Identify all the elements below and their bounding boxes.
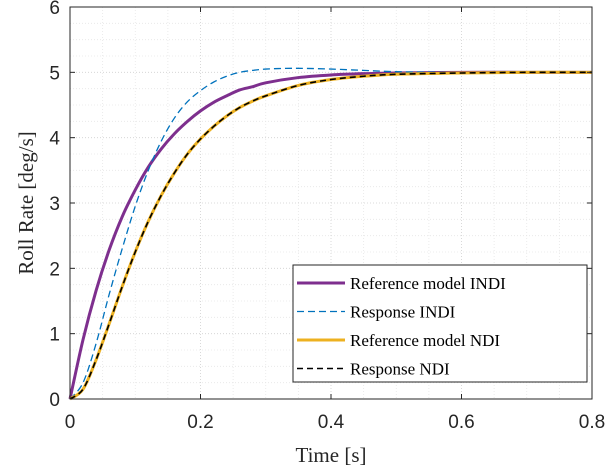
legend-label-4: Response NDI — [350, 360, 450, 379]
tick-marks — [69, 6, 593, 400]
y-tick-label: 5 — [49, 63, 60, 84]
y-axis-label: Roll Rate [deg/s] — [14, 131, 38, 274]
legend-label-2: Response INDI — [350, 303, 456, 322]
legend-label-1: Reference model INDI — [350, 274, 506, 293]
y-tick-label: 1 — [49, 325, 60, 346]
x-tick-label: 0.2 — [187, 412, 213, 433]
series-line-1 — [68, 70, 592, 400]
x-tick-label: 0 — [65, 412, 76, 433]
y-tick-label: 4 — [49, 129, 60, 150]
series-line-4 — [69, 71, 593, 400]
x-tick-label: 0.6 — [448, 412, 474, 433]
y-tick-label: 6 — [49, 0, 60, 19]
tick-labels: 0 0.2 0.4 0.6 0.8 0 1 2 3 4 5 6 — [49, 0, 605, 433]
legend-label-3: Reference model NDI — [350, 331, 500, 350]
legend: Reference model INDI Response INDI Referen… — [292, 264, 588, 383]
y-tick-label: 2 — [49, 259, 60, 280]
y-tick-label: 0 — [49, 390, 60, 411]
x-tick-label: 0.4 — [318, 412, 345, 433]
series-layer — [68, 67, 593, 401]
y-tick-label: 3 — [49, 194, 60, 215]
x-axis-label: Time [s] — [296, 443, 367, 467]
x-tick-label: 0.8 — [579, 412, 605, 433]
series-line-2 — [69, 67, 593, 400]
